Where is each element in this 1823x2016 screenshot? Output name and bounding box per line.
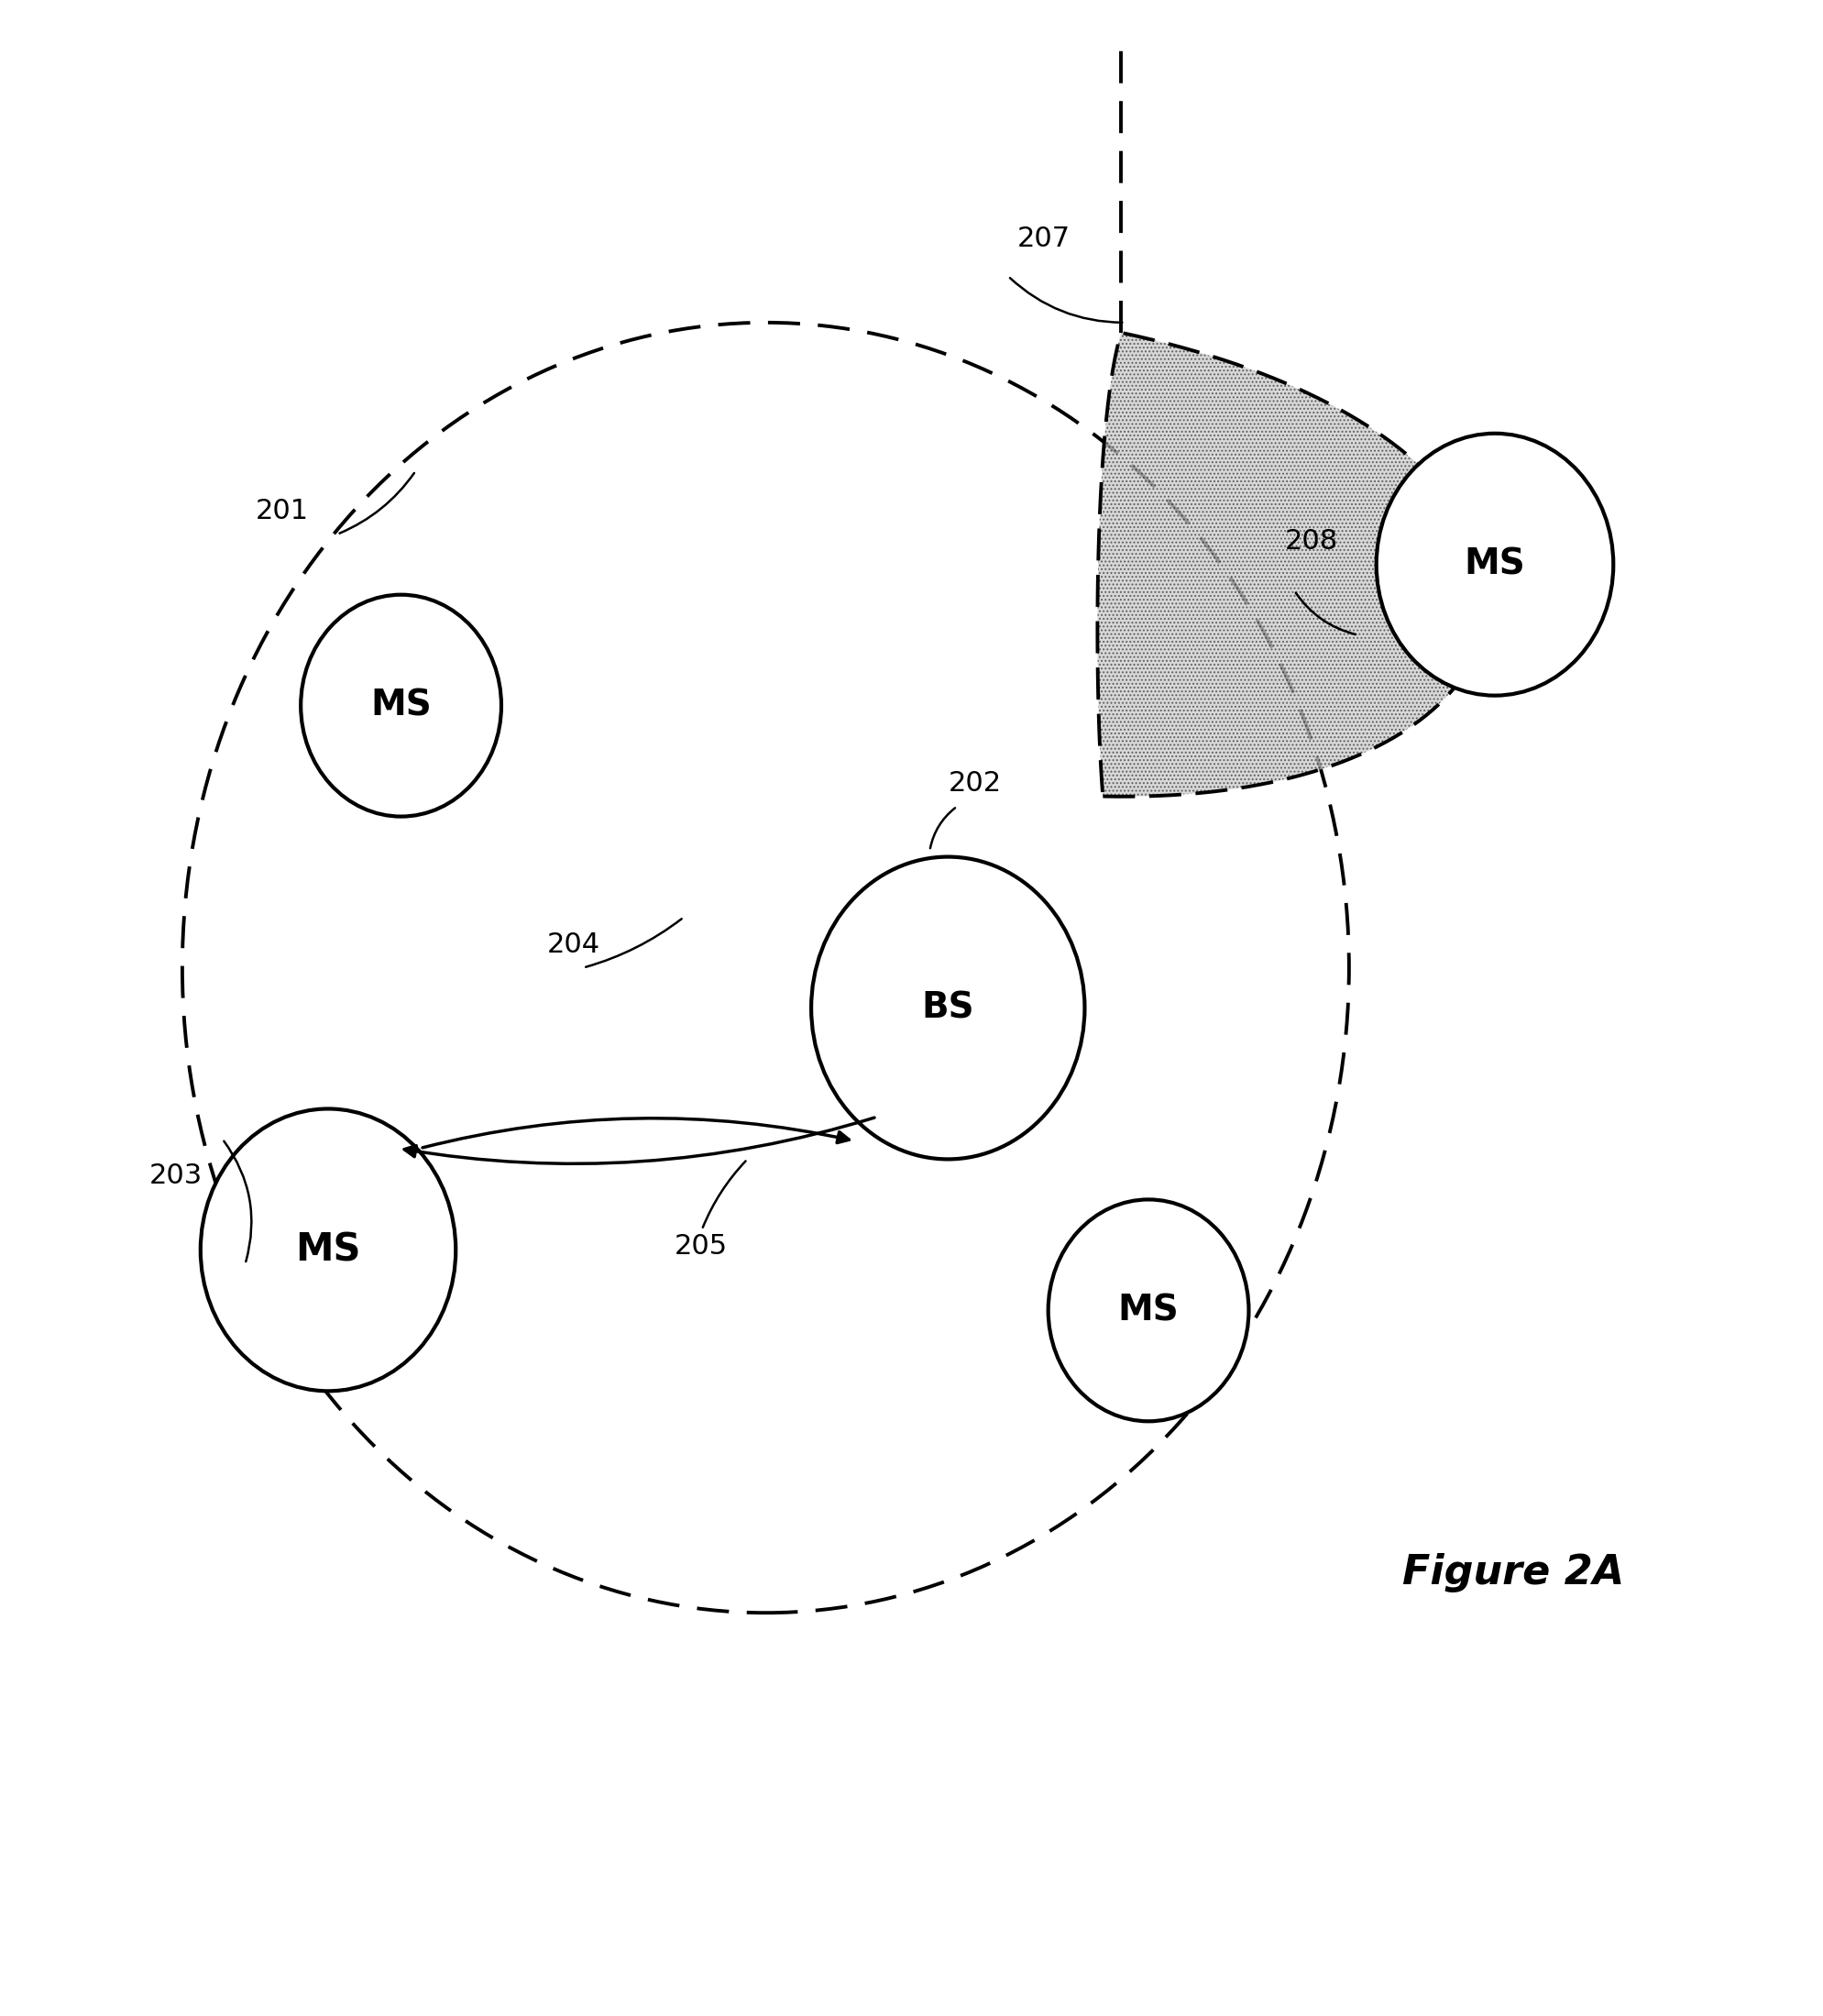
Text: 204: 204 bbox=[547, 931, 600, 958]
Text: 203: 203 bbox=[149, 1163, 202, 1189]
Text: MS: MS bbox=[370, 687, 432, 724]
Text: Figure 2A: Figure 2A bbox=[1402, 1552, 1624, 1593]
Text: 205: 205 bbox=[675, 1234, 727, 1260]
Text: MS: MS bbox=[1464, 546, 1526, 583]
Circle shape bbox=[301, 595, 501, 816]
Text: 201: 201 bbox=[255, 498, 308, 524]
Text: MS: MS bbox=[295, 1230, 361, 1270]
Text: MS: MS bbox=[1117, 1292, 1179, 1329]
Circle shape bbox=[1376, 433, 1613, 696]
Text: 208: 208 bbox=[1285, 528, 1338, 554]
Text: 207: 207 bbox=[1017, 226, 1070, 252]
Circle shape bbox=[811, 857, 1085, 1159]
Circle shape bbox=[201, 1109, 456, 1391]
Text: BS: BS bbox=[922, 990, 973, 1026]
Text: 202: 202 bbox=[948, 770, 1001, 796]
Circle shape bbox=[1048, 1200, 1249, 1421]
Polygon shape bbox=[1097, 333, 1489, 796]
